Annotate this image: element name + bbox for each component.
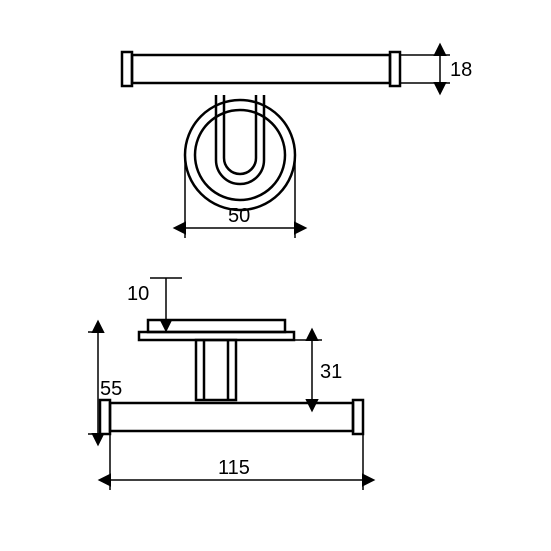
dim-neck-length: 31 [320,361,342,383]
drawing-canvas: 18 50 10 55 31 [0,0,551,551]
dim-rose-diameter: 50 [228,205,250,227]
dim-overall-height: 55 [100,378,122,400]
top-view: 18 50 [122,52,472,238]
dim-handle-length: 115 [218,457,250,479]
side-view: 10 55 31 115 [88,278,363,490]
dim-plate-thickness: 10 [127,283,149,305]
dim-handle-width: 18 [450,59,472,81]
